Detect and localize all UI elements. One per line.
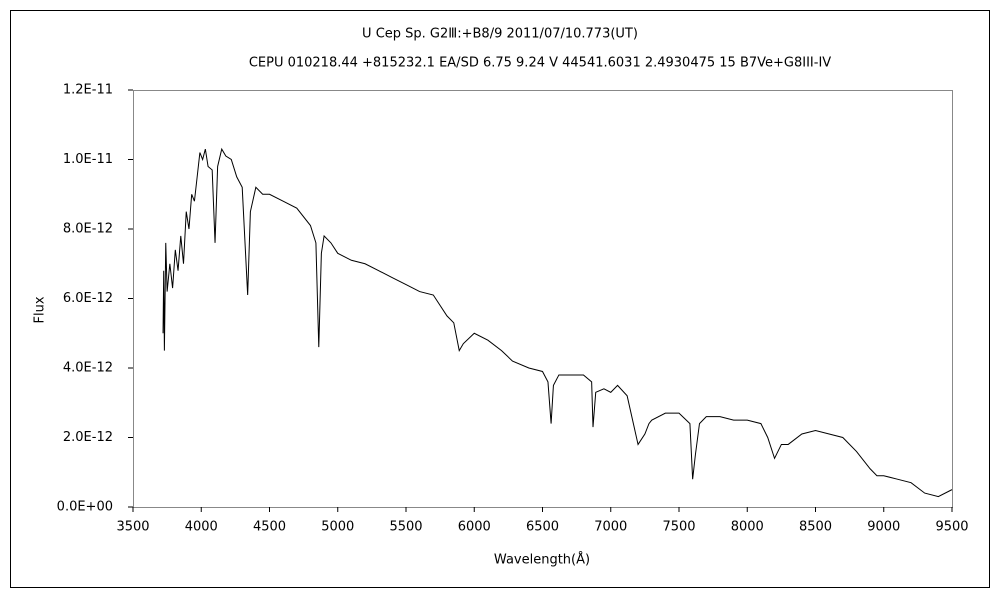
x-tick-label: 7000 (594, 520, 627, 535)
y-tick-label: 1.2E-11 (63, 83, 113, 98)
x-tick-label: 8500 (799, 520, 832, 535)
y-tick-label: 2.0E-12 (63, 430, 113, 445)
spectrum-line (162, 147, 953, 498)
x-tick-label: 5000 (321, 520, 354, 535)
y-tick-label: 0.0E+00 (57, 500, 113, 515)
x-tick-label: 4500 (253, 520, 286, 535)
y-tick-label: 1.0E-11 (63, 152, 113, 167)
x-tick-label: 9000 (867, 520, 900, 535)
x-tick-label: 8000 (731, 520, 764, 535)
y-axis-label: Flux (33, 296, 48, 323)
x-tick-label: 9500 (935, 520, 968, 535)
chart-subtitle: CEPU 010218.44 +815232.1 EA/SD 6.75 9.24… (249, 56, 831, 71)
y-tick-label: 8.0E-12 (63, 222, 113, 237)
x-tick-label: 6500 (526, 520, 559, 535)
chart-frame (10, 10, 990, 588)
chart-title: U Cep Sp. G2Ⅲ:+B8/9 2011/07/10.773(UT) (362, 27, 638, 42)
y-tick-label: 4.0E-12 (63, 361, 113, 376)
x-tick-label: 3500 (116, 520, 149, 535)
x-tick-label: 5500 (389, 520, 422, 535)
x-tick-label: 6000 (458, 520, 491, 535)
x-tick-label: 4000 (185, 520, 218, 535)
x-axis-label: Wavelength(Å) (494, 552, 590, 568)
y-tick-label: 6.0E-12 (63, 291, 113, 306)
x-tick-label: 7500 (662, 520, 695, 535)
